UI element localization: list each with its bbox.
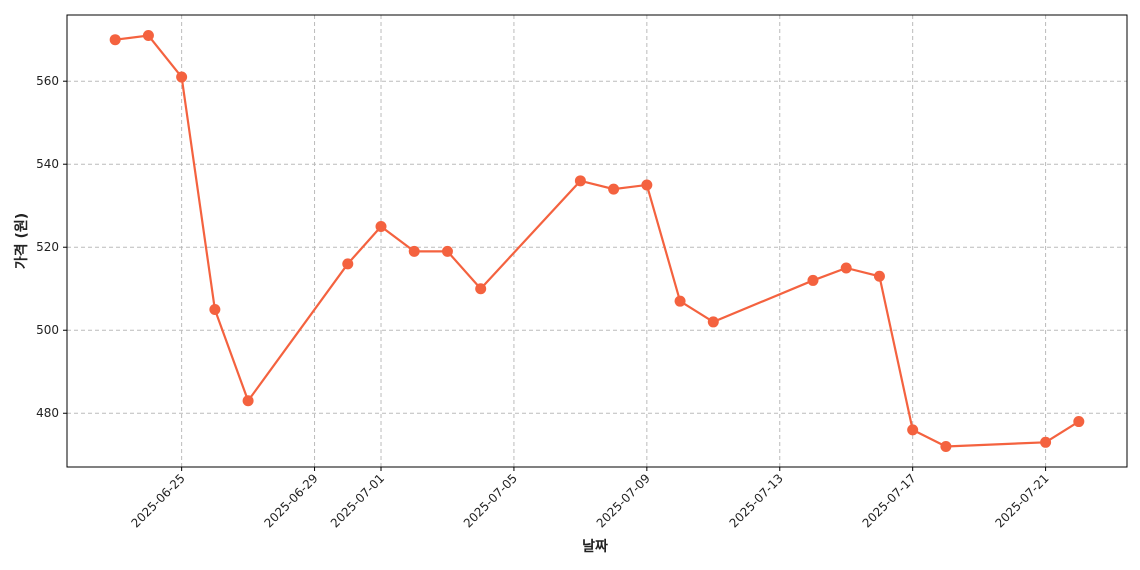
point (873, 270, 885, 282)
point (641, 179, 653, 191)
point (940, 440, 952, 452)
x-tick-label: 2025-07-01 (328, 471, 387, 530)
point (475, 283, 487, 295)
y-tick-label: 540 (36, 157, 59, 171)
x-tick-label: 2025-07-09 (594, 471, 653, 530)
point (1073, 416, 1085, 428)
x-tick-label: 2025-07-13 (727, 471, 786, 530)
point (840, 262, 852, 274)
x-axis-label: 날짜 (582, 539, 608, 555)
x-tick-label: 2025-06-25 (129, 471, 188, 530)
point (342, 258, 354, 270)
point (375, 220, 387, 232)
x-tick-label: 2025-07-17 (860, 471, 919, 530)
y-axis-label: 가격 (원) (13, 213, 30, 269)
y-tick-label: 520 (36, 240, 59, 254)
point (1040, 436, 1052, 448)
point (109, 34, 121, 46)
point (807, 274, 819, 286)
point (176, 71, 188, 83)
point (242, 395, 254, 407)
point (142, 30, 154, 42)
point (574, 175, 586, 187)
point (907, 424, 919, 436)
point (209, 303, 221, 315)
point (707, 316, 719, 328)
plot-frame (66, 14, 1128, 468)
point (608, 183, 620, 195)
line (115, 34, 1080, 448)
x-tick-label: 2025-07-21 (992, 471, 1051, 530)
point (674, 295, 686, 307)
y-tick-label: 500 (36, 323, 59, 337)
point (408, 245, 420, 257)
point (441, 245, 453, 257)
x-tick-label: 2025-06-29 (261, 471, 320, 530)
y-tick-label: 480 (36, 406, 59, 420)
x-tick-label: 2025-07-05 (461, 471, 520, 530)
y-tick-label: 560 (36, 74, 59, 88)
